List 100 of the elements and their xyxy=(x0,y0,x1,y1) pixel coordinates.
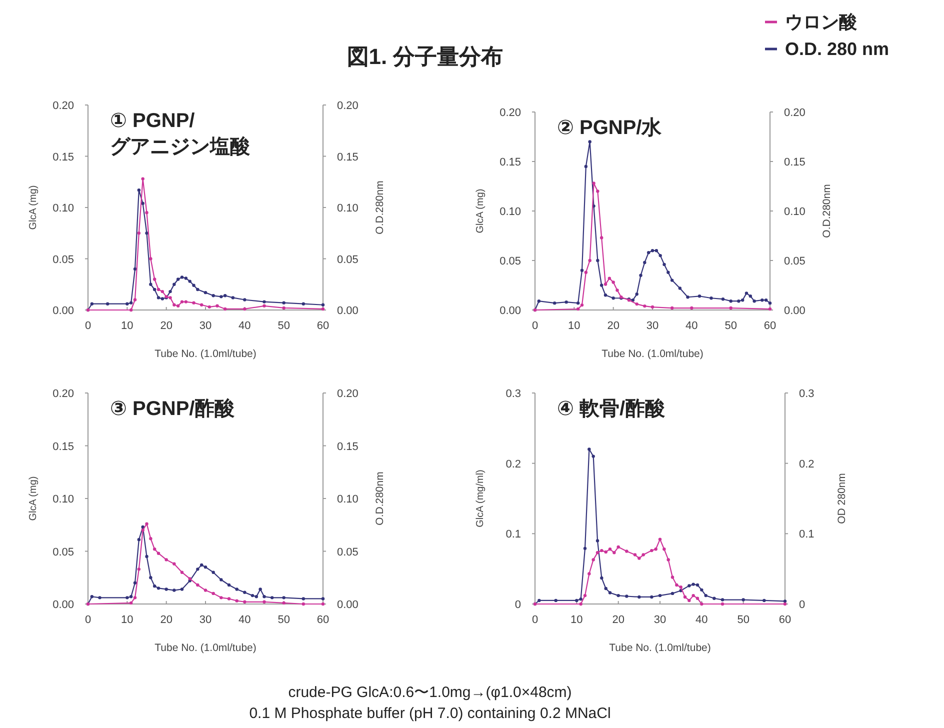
text: 0.1 M Phosphate buffer (pH 7.0) containing 0.2 MNaCl xyxy=(249,705,611,722)
y-tick-label: 0.20 xyxy=(52,100,74,112)
x-axis-title: Tube No. (1.0ml/tube) xyxy=(602,348,704,360)
x-tick-label: 60 xyxy=(778,614,792,626)
point xyxy=(608,591,612,594)
point xyxy=(600,236,604,240)
point xyxy=(712,596,716,600)
y2-tick-label: 0.05 xyxy=(784,256,806,268)
x-tick-label: 10 xyxy=(121,614,134,626)
x-axis-title: Tube No. (1.0ml/tube) xyxy=(154,642,256,654)
point xyxy=(696,596,700,600)
point xyxy=(145,211,148,214)
point xyxy=(168,290,172,294)
point xyxy=(141,177,144,180)
point xyxy=(698,294,702,298)
y-tick-label: 0.20 xyxy=(500,107,521,119)
x-tick-label: 50 xyxy=(724,320,737,332)
y-tick-label: 0.05 xyxy=(500,256,521,268)
x-tick-label: 0 xyxy=(532,320,538,332)
point xyxy=(580,268,584,272)
x-tick-label: 60 xyxy=(764,320,776,332)
point xyxy=(141,525,144,529)
y-axis-title: GlcA (mg/ml) xyxy=(475,470,486,528)
y-axis-title: GlcA (mg) xyxy=(28,185,39,230)
point xyxy=(227,597,231,600)
point xyxy=(604,550,608,554)
x-tick-label: 30 xyxy=(199,320,212,332)
point xyxy=(172,588,176,592)
x-tick-label: 0 xyxy=(84,614,92,626)
point xyxy=(608,548,612,551)
point xyxy=(600,548,604,552)
point xyxy=(212,570,215,574)
point xyxy=(600,576,604,580)
point xyxy=(90,302,94,306)
x-tick-label: 40 xyxy=(686,320,698,332)
point xyxy=(164,588,168,591)
point xyxy=(137,568,141,571)
point xyxy=(584,270,588,274)
point xyxy=(149,282,152,286)
y2-tick-label: 0.20 xyxy=(784,107,806,119)
point xyxy=(631,298,635,302)
point xyxy=(168,296,172,300)
y2-tick-label: 0.1 xyxy=(799,528,814,541)
y2-tick-label: 0.00 xyxy=(784,305,806,317)
y-tick-label: 0.00 xyxy=(500,305,521,317)
point xyxy=(688,598,691,602)
point xyxy=(633,553,637,556)
point xyxy=(208,305,212,309)
point xyxy=(670,278,674,282)
point xyxy=(686,296,690,299)
point xyxy=(282,301,286,304)
point xyxy=(654,548,658,551)
point xyxy=(584,164,588,168)
point xyxy=(141,528,144,532)
point xyxy=(604,586,608,590)
point xyxy=(583,546,587,550)
x-tick-label: 50 xyxy=(278,320,290,332)
y-tick-label: 0.1 xyxy=(506,528,521,541)
point xyxy=(692,582,695,586)
point xyxy=(616,288,619,292)
point xyxy=(537,299,541,303)
x-tick-label: 20 xyxy=(160,320,172,332)
point xyxy=(760,298,764,302)
y2-tick-label: 0.05 xyxy=(337,254,358,266)
point xyxy=(670,576,674,579)
point xyxy=(583,594,587,598)
point xyxy=(604,294,608,297)
y2-axis-title: O.D.280nm xyxy=(821,184,833,238)
y2-tick-label: 0.3 xyxy=(799,388,814,400)
point xyxy=(596,539,600,542)
point xyxy=(616,594,620,598)
point xyxy=(675,583,678,587)
point xyxy=(635,292,638,296)
y2-tick-label: 0.15 xyxy=(784,156,806,168)
point xyxy=(160,290,164,294)
y-tick-label: 0.00 xyxy=(52,599,74,611)
text: crude-PG GlcA:0.6〜1.0mg→(φ1.0×48cm) xyxy=(288,684,572,701)
point xyxy=(752,299,756,303)
y-tick-label: 0.3 xyxy=(506,388,521,400)
point xyxy=(764,298,768,302)
point xyxy=(740,298,744,302)
y-tick-label: 0 xyxy=(514,599,521,611)
point xyxy=(639,274,642,277)
point xyxy=(729,299,732,303)
point xyxy=(98,596,102,600)
x-tick-label: 30 xyxy=(654,614,666,626)
point xyxy=(149,257,152,260)
y2-tick-label: 0.05 xyxy=(337,546,358,558)
point xyxy=(160,297,164,300)
y-tick-label: 0.2 xyxy=(506,458,521,470)
point xyxy=(235,588,238,591)
point xyxy=(192,301,196,304)
x-tick-label: 60 xyxy=(316,320,330,332)
point xyxy=(250,594,254,598)
point xyxy=(180,276,184,279)
point xyxy=(596,258,600,262)
point xyxy=(692,594,695,598)
point xyxy=(129,301,133,304)
text: ① PGNP/グアニジン塩酸 xyxy=(110,110,251,158)
point xyxy=(737,299,740,303)
